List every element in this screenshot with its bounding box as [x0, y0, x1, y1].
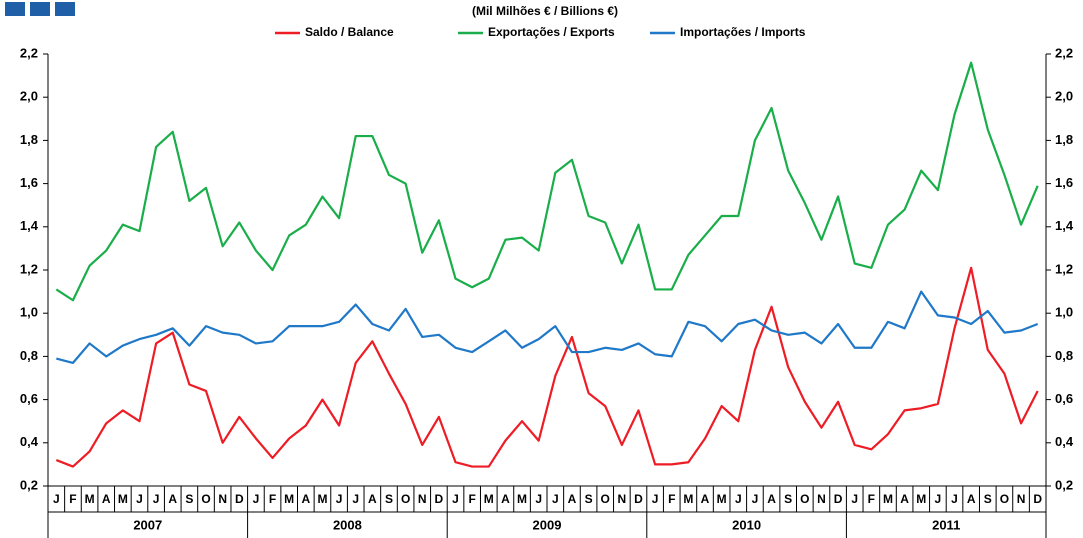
- x-tick-label: M: [717, 492, 727, 506]
- x-tick-label: J: [153, 492, 160, 506]
- logo-block: [5, 2, 25, 16]
- x-tick-label: J: [535, 492, 542, 506]
- y2-tick-label: 0,4: [1055, 434, 1074, 449]
- logo-block: [30, 2, 50, 16]
- x-tick-label: M: [85, 492, 95, 506]
- logo-block: [55, 2, 75, 16]
- x-tick-label: D: [834, 492, 843, 506]
- y-tick-label: 1,0: [20, 305, 38, 320]
- y2-tick-label: 1,2: [1055, 261, 1073, 276]
- y2-tick-label: 1,0: [1055, 305, 1073, 320]
- x-tick-label: A: [301, 492, 310, 506]
- y2-tick-label: 0,8: [1055, 348, 1073, 363]
- x-tick-label: S: [185, 492, 193, 506]
- legend-label: Exportações / Exports: [488, 25, 615, 39]
- series-line: [56, 290, 1039, 364]
- x-tick-label: A: [967, 492, 976, 506]
- x-tick-label: D: [235, 492, 244, 506]
- x-tick-label: M: [118, 492, 128, 506]
- y-tick-label: 1,4: [20, 218, 39, 233]
- y2-tick-label: 1,6: [1055, 175, 1073, 190]
- x-tick-label: A: [368, 492, 377, 506]
- y-tick-label: 1,2: [20, 261, 38, 276]
- year-label: 2011: [932, 517, 960, 532]
- y2-tick-label: 2,2: [1055, 45, 1073, 60]
- x-tick-label: N: [817, 492, 826, 506]
- x-tick-label: F: [868, 492, 875, 506]
- x-tick-label: J: [851, 492, 858, 506]
- series-line: [55, 266, 1039, 468]
- y-tick-label: 2,2: [20, 45, 38, 60]
- x-tick-label: A: [568, 492, 577, 506]
- x-tick-label: M: [317, 492, 327, 506]
- x-tick-label: M: [517, 492, 527, 506]
- x-tick-label: J: [935, 492, 942, 506]
- y-tick-label: 1,8: [20, 132, 38, 147]
- x-tick-label: F: [69, 492, 76, 506]
- x-tick-label: D: [1033, 492, 1042, 506]
- x-tick-label: O: [800, 492, 809, 506]
- x-tick-label: J: [552, 492, 559, 506]
- y2-tick-label: 0,6: [1055, 391, 1073, 406]
- y-tick-label: 0,6: [20, 391, 38, 406]
- x-tick-label: J: [951, 492, 958, 506]
- x-tick-label: S: [585, 492, 593, 506]
- year-label: 2007: [133, 517, 162, 532]
- x-tick-label: J: [136, 492, 143, 506]
- series-line: [55, 61, 1039, 302]
- x-tick-label: J: [652, 492, 659, 506]
- x-tick-label: J: [735, 492, 742, 506]
- x-tick-label: D: [435, 492, 444, 506]
- x-tick-label: M: [284, 492, 294, 506]
- x-tick-label: A: [168, 492, 177, 506]
- x-tick-label: A: [767, 492, 776, 506]
- legend-label: Importações / Imports: [680, 25, 806, 39]
- x-tick-label: O: [601, 492, 610, 506]
- x-tick-label: S: [385, 492, 393, 506]
- year-label: 2008: [333, 517, 362, 532]
- y-tick-label: 0,2: [20, 477, 38, 492]
- y-tick-label: 1,6: [20, 175, 38, 190]
- x-tick-label: S: [784, 492, 792, 506]
- x-tick-label: J: [752, 492, 759, 506]
- y2-tick-label: 1,8: [1055, 132, 1073, 147]
- x-tick-label: O: [201, 492, 210, 506]
- x-tick-label: N: [218, 492, 227, 506]
- x-tick-label: M: [916, 492, 926, 506]
- x-tick-label: F: [668, 492, 675, 506]
- x-tick-label: N: [1017, 492, 1026, 506]
- x-tick-label: O: [401, 492, 410, 506]
- x-tick-label: M: [683, 492, 693, 506]
- y2-tick-label: 0,2: [1055, 477, 1073, 492]
- y-tick-label: 0,8: [20, 348, 38, 363]
- x-tick-label: A: [501, 492, 510, 506]
- x-tick-label: S: [984, 492, 992, 506]
- y2-tick-label: 2,0: [1055, 89, 1073, 104]
- y2-tick-label: 1,4: [1055, 218, 1074, 233]
- x-tick-label: O: [1000, 492, 1009, 506]
- x-tick-label: N: [618, 492, 627, 506]
- x-tick-label: F: [269, 492, 276, 506]
- legend-label: Saldo / Balance: [305, 25, 394, 39]
- x-tick-label: A: [701, 492, 710, 506]
- x-tick-label: J: [53, 492, 60, 506]
- x-tick-label: J: [452, 492, 459, 506]
- x-tick-label: J: [336, 492, 343, 506]
- year-label: 2009: [533, 517, 562, 532]
- x-tick-label: A: [900, 492, 909, 506]
- x-tick-label: M: [484, 492, 494, 506]
- x-tick-label: D: [634, 492, 643, 506]
- chart-title: (Mil Milhões € / Billions €): [472, 4, 618, 18]
- y-tick-label: 2,0: [20, 89, 38, 104]
- x-tick-label: N: [418, 492, 427, 506]
- x-tick-label: F: [468, 492, 475, 506]
- x-tick-label: M: [883, 492, 893, 506]
- x-tick-label: A: [102, 492, 111, 506]
- x-tick-label: J: [253, 492, 260, 506]
- x-tick-label: J: [352, 492, 359, 506]
- y-tick-label: 0,4: [20, 434, 39, 449]
- year-label: 2010: [732, 517, 761, 532]
